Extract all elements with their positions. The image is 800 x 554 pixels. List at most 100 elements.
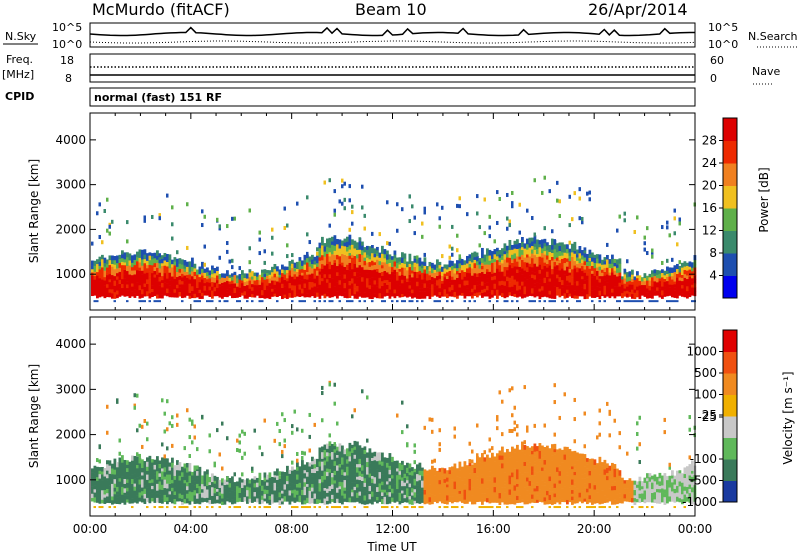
heatmap-cell: [336, 454, 339, 458]
heatmap-cell: [253, 491, 257, 497]
heatmap-cell: [436, 292, 439, 297]
heatmap-cell: [348, 471, 352, 477]
heatmap-cell: [471, 483, 474, 488]
heatmap-cell: [216, 287, 219, 292]
heatmap-cell: [343, 475, 347, 481]
heatmap-cell: [348, 448, 352, 452]
heatmap-cell: [668, 287, 672, 294]
heatmap-cell: [491, 458, 494, 464]
heatmap-cell: [528, 247, 532, 253]
heatmap-cell: [291, 300, 294, 303]
heatmap-cell: [516, 256, 519, 262]
heatmap-cell: [581, 250, 584, 256]
heatmap-cell: [401, 480, 404, 487]
heatmap-cell: [328, 277, 332, 283]
heatmap-cell: [298, 478, 302, 483]
heatmap-cell: [641, 290, 644, 296]
heatmap-cell: [113, 506, 116, 509]
heatmap-cell: [661, 282, 664, 287]
heatmap-cell: [358, 467, 362, 472]
heatmap-cell: [543, 469, 547, 476]
heatmap-cell: [423, 206, 426, 211]
heatmap-cell: [176, 422, 179, 427]
heatmap-cell: [126, 499, 129, 503]
heatmap-cell: [236, 278, 239, 284]
heatmap-cell: [501, 280, 504, 285]
heatmap-cell: [176, 287, 179, 293]
heatmap-cell: [508, 479, 512, 485]
heatmap-cell: [391, 493, 394, 498]
heatmap-cell: [571, 266, 574, 270]
heatmap-cell: [566, 289, 569, 294]
heatmap-cell: [558, 199, 561, 204]
heatmap-cell: [323, 281, 327, 285]
heatmap-cell: [503, 285, 507, 290]
heatmap-cell: [161, 255, 164, 259]
heatmap-cell: [136, 292, 139, 296]
heatmap-cell: [301, 464, 304, 470]
heatmap-cell: [676, 268, 679, 274]
heatmap-cell: [543, 474, 547, 480]
heatmap-cell: [96, 286, 99, 291]
heatmap-cell: [186, 285, 189, 291]
heatmap-cell: [418, 295, 422, 299]
heatmap-cell: [343, 266, 347, 272]
heatmap-cell: [448, 473, 452, 479]
heatmap-cell: [443, 264, 447, 269]
heatmap-cell: [333, 189, 336, 194]
heatmap-cell: [583, 253, 587, 258]
heatmap-cell: [301, 480, 304, 486]
heatmap-cell: [486, 282, 489, 286]
heatmap-cell: [508, 489, 512, 495]
heatmap-cell: [488, 267, 492, 272]
heatmap-cell: [316, 283, 319, 288]
heatmap-cell: [691, 267, 694, 272]
heatmap-cell: [131, 455, 134, 461]
heatmap-cell: [371, 286, 374, 292]
cpid-panel: CPID normal (fast) 151 RF: [5, 87, 696, 107]
heatmap-cell: [363, 478, 367, 483]
heatmap-cell: [378, 232, 381, 237]
heatmap-cell: [303, 464, 307, 471]
heatmap-cell: [516, 281, 519, 287]
heatmap-cell: [341, 262, 344, 266]
heatmap-cell: [636, 293, 639, 298]
heatmap-cell: [353, 408, 356, 413]
heatmap-cell: [528, 476, 532, 482]
heatmap-cell: [341, 270, 344, 275]
heatmap-cell: [526, 449, 529, 454]
heatmap-cell: [141, 265, 144, 271]
heatmap-cell: [613, 290, 617, 296]
heatmap-cell: [546, 494, 549, 500]
heatmap-cell: [298, 293, 302, 297]
heatmap-cell: [308, 412, 311, 417]
heatmap-cell: [113, 498, 117, 504]
heatmap-cell: [243, 488, 247, 493]
heatmap-cell: [481, 506, 484, 509]
heatmap-cell: [651, 277, 654, 281]
heatmap-cell: [391, 506, 394, 509]
heatmap-cell: [193, 293, 197, 299]
heatmap-cell: [371, 475, 374, 479]
heatmap-cell: [378, 478, 382, 484]
heatmap-cell: [473, 462, 477, 468]
heatmap-cell: [171, 457, 174, 463]
heatmap-cell: [691, 284, 694, 288]
heatmap-cell: [176, 488, 179, 492]
heatmap-cell: [228, 281, 232, 285]
heatmap-cell: [488, 496, 492, 501]
heatmap-cell: [248, 280, 252, 286]
heatmap-cell: [391, 461, 394, 467]
heatmap-cell: [138, 277, 142, 282]
heatmap-cell: [236, 292, 239, 298]
heatmap-cell: [521, 487, 524, 492]
heatmap-cell: [321, 254, 324, 261]
heatmap-cell: [378, 285, 382, 289]
heatmap-cell: [133, 490, 137, 495]
heatmap-cell: [368, 295, 372, 299]
heatmap-cell: [538, 256, 542, 262]
heatmap-cell: [286, 475, 289, 482]
heatmap-cell: [188, 295, 192, 299]
heatmap-cell: [513, 490, 517, 495]
heatmap-cell: [193, 466, 196, 471]
